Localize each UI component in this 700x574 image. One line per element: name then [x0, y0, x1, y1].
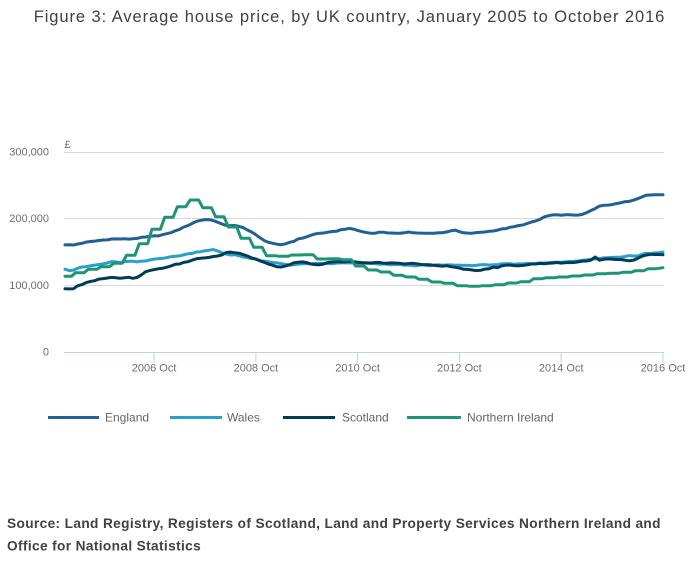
- svg-text:Source: Land Registry, Registe: Source: Land Registry, Registers of Scot…: [7, 516, 661, 531]
- svg-text:2010 Oct: 2010 Oct: [335, 363, 380, 375]
- svg-text:Northern Ireland: Northern Ireland: [467, 411, 554, 425]
- svg-text:£: £: [65, 139, 71, 151]
- svg-text:2006 Oct: 2006 Oct: [132, 363, 177, 375]
- svg-text:100,000: 100,000: [9, 280, 49, 292]
- svg-text:200,000: 200,000: [9, 213, 49, 225]
- svg-text:2012 Oct: 2012 Oct: [437, 363, 482, 375]
- svg-text:Scotland: Scotland: [342, 411, 389, 425]
- svg-text:0: 0: [43, 347, 49, 359]
- svg-text:Wales: Wales: [227, 411, 260, 425]
- svg-text:Office for National Statistics: Office for National Statistics: [7, 539, 201, 554]
- svg-text:2014 Oct: 2014 Oct: [539, 363, 584, 375]
- svg-text:Figure 3: Average house price,: Figure 3: Average house price, by UK cou…: [34, 8, 666, 26]
- svg-text:2008 Oct: 2008 Oct: [234, 363, 279, 375]
- svg-text:300,000: 300,000: [9, 147, 49, 159]
- svg-text:2016 Oct: 2016 Oct: [641, 363, 686, 375]
- svg-text:England: England: [105, 411, 149, 425]
